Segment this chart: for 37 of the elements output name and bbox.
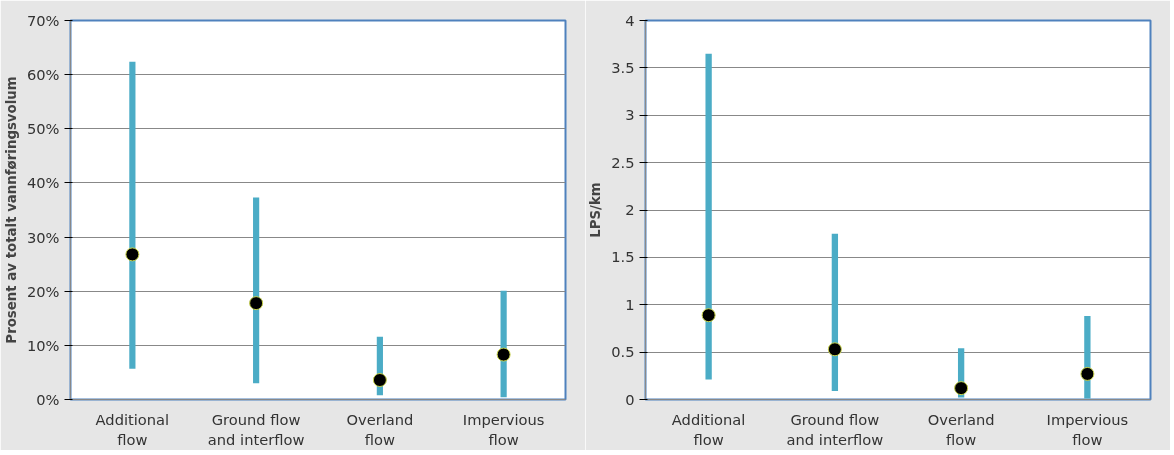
y-axis-title: Prosent av totalt vannføringsvolum <box>3 76 19 344</box>
x-tick-label: Impervious flow <box>1046 410 1129 448</box>
point <box>372 373 387 387</box>
y-tick-label: 10% <box>26 336 60 354</box>
point <box>701 308 716 323</box>
point <box>827 342 842 357</box>
x-tick-label: Overland flow <box>927 410 995 448</box>
y-tick-label: 3 <box>625 106 635 124</box>
point <box>1080 366 1095 381</box>
y-tick-label: 40% <box>26 174 60 192</box>
y-tick-label: 4 <box>625 11 635 29</box>
y-tick-label: 0% <box>36 391 60 408</box>
y-tick-label: 20% <box>26 282 60 300</box>
y-tick-label: 30% <box>26 228 60 246</box>
x-tick-label: Ground flow and interflow <box>786 410 884 448</box>
y-axis-title: LPS/km <box>588 182 604 238</box>
y-tick-label: 3.5 <box>611 58 635 76</box>
point <box>496 347 511 362</box>
x-tick-label: Additional flow <box>671 410 746 448</box>
point <box>249 296 264 311</box>
y-tick-label: 2 <box>625 201 635 218</box>
x-tick-label: Impervious flow <box>462 410 545 448</box>
y-tick-label: 0 <box>625 390 635 408</box>
point <box>125 247 140 262</box>
y-tick-label: 50% <box>26 120 60 138</box>
point <box>954 381 969 396</box>
x-tick-label: Ground flow and interflow <box>207 410 305 448</box>
y-tick-label: 2.5 <box>611 153 635 171</box>
y-tick-label: 1 <box>625 295 635 313</box>
x-tick-label: Overland flow <box>346 410 414 448</box>
bar <box>129 61 136 369</box>
y-tick-label: 60% <box>26 66 60 84</box>
y-tick-label: 1.5 <box>611 248 635 266</box>
x-tick-label: Additional flow <box>95 410 170 448</box>
y-tick-label: 70% <box>26 12 60 29</box>
y-tick-label: 0.5 <box>611 343 635 361</box>
bar <box>705 53 712 380</box>
